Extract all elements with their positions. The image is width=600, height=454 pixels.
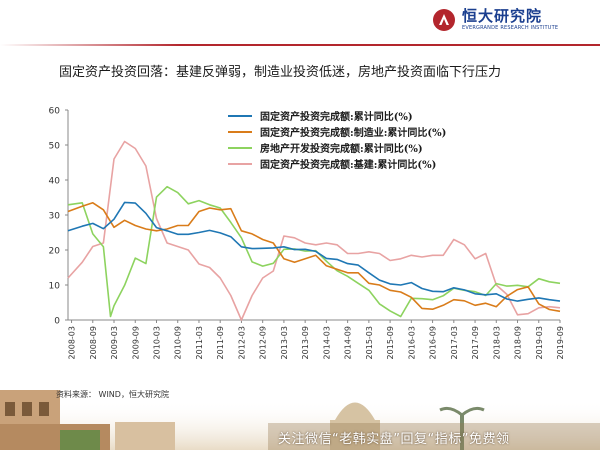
x-tick-label: 2014-03 [322,326,331,359]
promo-banner-text: 关注微信“老韩实盘”回复“指标”免费领 [278,432,510,447]
x-tick-label: 2019-09 [556,326,565,359]
x-tick-label: 2011-09 [216,326,225,359]
x-tick-label: 2009-03 [110,326,119,359]
y-tick-label: 30 [49,212,61,222]
chart-axes: 0 10 20 30 40 50 60 2008-03 2008-09 2009-03 2009-0… [49,107,565,360]
y-tick-label: 10 [49,282,61,292]
series-line-1 [67,201,561,302]
chart-series [67,140,561,321]
x-tick-label: 2012-03 [237,326,246,359]
y-tick-label: 0 [54,317,60,327]
logo-name-cn: 恒大研究院 [462,7,543,25]
x-tick-label: 2018-03 [492,326,501,359]
footer-scenery [0,380,600,450]
x-tick-label: 2015-03 [365,326,374,359]
x-tick-label: 2016-03 [407,326,416,359]
x-tick-label: 2017-09 [471,326,480,359]
x-tick-label: 2010-03 [152,326,161,359]
x-tick-label: 2017-03 [450,326,459,359]
x-tick-label: 2019-03 [535,326,544,359]
x-tick-label: 2012-09 [259,326,268,359]
y-tick-label: 50 [49,142,61,152]
y-tick-label: 20 [49,247,61,257]
series-line-4 [67,140,561,321]
x-tick-label: 2009-09 [131,326,140,359]
y-tick-label: 40 [49,177,61,187]
x-tick-label: 2011-03 [195,326,204,359]
x-tick-label: 2016-09 [429,326,438,359]
x-tick-label: 2015-09 [386,326,395,359]
palace-building-illustration [0,390,600,450]
legend-label: 固定资产投资完成额:基建:累计同比(%) [260,158,436,171]
x-tick-label: 2018-09 [514,326,523,359]
line-chart: 0 10 20 30 40 50 60 2008-03 2008-09 2009-03 2009-0… [49,107,565,360]
slide-title: 固定资产投资回落：基建反弹弱，制造业投资低迷，房地产投资面临下行压力 [59,65,502,80]
y-tick-label: 60 [49,107,61,117]
x-tick-label: 2008-09 [89,326,98,359]
legend-label: 固定资产投资完成额:累计同比(%) [260,110,413,123]
report-header: 恒大研究院 EVERGRANDE RESEARCH INSTITUTE [0,0,600,50]
promo-banner [268,423,600,450]
logo-name-en: EVERGRANDE RESEARCH INSTITUTE [462,25,559,31]
x-tick-label: 2010-09 [174,326,183,359]
x-tick-label: 2013-03 [280,326,289,359]
header-divider [0,44,600,46]
brand-logo: 恒大研究院 EVERGRANDE RESEARCH INSTITUTE [432,8,558,32]
x-tick-label: 2008-03 [68,326,77,359]
data-source-note: 资料来源： WIND，恒大研究院 [56,390,169,399]
x-tick-label: 2013-09 [301,326,310,359]
evergrande-logo-icon [433,9,455,31]
x-tick-label: 2014-09 [344,326,353,359]
chart-legend: 固定资产投资完成额:累计同比(%) 固定资产投资完成额:制造业:累计同比(%) 房地… [228,110,446,171]
legend-label: 房地产开发投资完成额:累计同比(%) [260,142,423,155]
series-line-2 [67,202,561,313]
legend-label: 固定资产投资完成额:制造业:累计同比(%) [260,126,446,139]
